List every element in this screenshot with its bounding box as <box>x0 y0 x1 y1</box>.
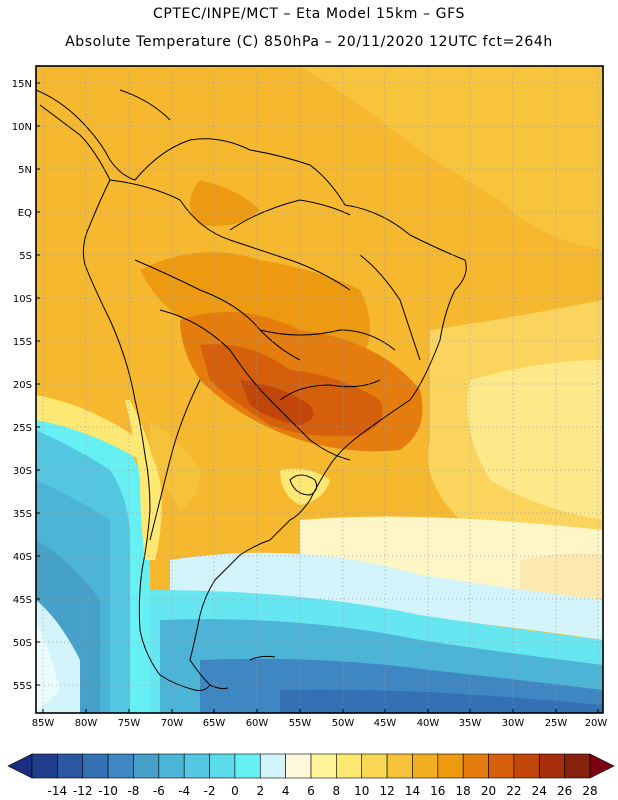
colorbar-label: -8 <box>127 784 139 798</box>
colorbar: -14 -12 -10 -8 -6 -4 -2 0 2 4 6 8 10 12 14 16 18 20 22 24 26… <box>7 753 615 798</box>
colorbar-swatch <box>412 753 439 779</box>
lat-label: 40S <box>13 552 32 563</box>
colorbar-label: -4 <box>178 784 190 798</box>
tick-marks <box>36 82 599 713</box>
colorbar-label: -2 <box>204 784 216 798</box>
lon-label: 55W <box>289 718 312 729</box>
lon-label: 25W <box>545 718 568 729</box>
colorbar-swatch <box>259 753 286 779</box>
colorbar-swatch <box>183 753 210 779</box>
colorbar-label: 16 <box>430 784 445 798</box>
colorbar-swatch <box>158 753 185 779</box>
lon-label: 65W <box>203 718 226 729</box>
lon-label: 60W <box>246 718 269 729</box>
lat-label: 25S <box>13 423 32 434</box>
colorbar-swatch <box>437 753 464 779</box>
colorbar-label: 14 <box>405 784 420 798</box>
colorbar-label: -14 <box>48 784 68 798</box>
lon-label: 40W <box>417 718 440 729</box>
colorbar-label: -12 <box>73 784 93 798</box>
lat-label: 10S <box>13 294 32 305</box>
colorbar-swatch <box>209 753 236 779</box>
colorbar-label: 18 <box>456 784 471 798</box>
lat-label: 30S <box>13 466 32 477</box>
colorbar-label: 8 <box>333 784 341 798</box>
colorbar-swatch <box>386 753 413 779</box>
colorbar-swatch <box>310 753 337 779</box>
colorbar-label: 10 <box>354 784 369 798</box>
colorbar-label: 2 <box>256 784 264 798</box>
coastline-borders <box>36 89 467 691</box>
colorbar-swatch <box>31 753 58 779</box>
graticule <box>36 66 603 713</box>
colorbar-swatch <box>488 753 515 779</box>
colorbar-swatch <box>57 753 84 779</box>
lon-label: 35W <box>459 718 482 729</box>
title-line-2: Absolute Temperature (C) 850hPa – 20/11/… <box>65 34 553 50</box>
colorbar-label: 4 <box>282 784 290 798</box>
latitude-labels: 15N 10N 5N EQ 5S 10S 15S 20S 25S 30S 35S… <box>12 79 32 692</box>
lon-label: 85W <box>32 718 55 729</box>
colorbar-swatch <box>285 753 312 779</box>
colorbar-swatch <box>462 753 489 779</box>
lat-label: 35S <box>13 509 32 520</box>
lon-label: 30W <box>502 718 525 729</box>
lat-label: 15N <box>12 79 32 90</box>
colorbar-label: 0 <box>231 784 239 798</box>
colorbar-label: 6 <box>307 784 315 798</box>
colorbar-label: 12 <box>379 784 394 798</box>
title-line-1: CPTEC/INPE/MCT – Eta Model 15km – GFS <box>152 6 466 22</box>
lat-label: EQ <box>18 208 32 219</box>
colorbar-swatch <box>513 753 540 779</box>
lat-label: 5N <box>18 165 32 176</box>
colorbar-swatch <box>107 753 134 779</box>
lat-label: 15S <box>13 337 32 348</box>
colorbar-swatch <box>361 753 388 779</box>
colorbar-label: -10 <box>98 784 118 798</box>
lon-label: 70W <box>161 718 184 729</box>
lat-label: 45S <box>13 595 32 606</box>
lat-label: 5S <box>19 251 32 262</box>
colorbar-swatch <box>133 753 160 779</box>
colorbar-swatch <box>82 753 109 779</box>
colorbar-swatch <box>336 753 363 779</box>
temperature-field <box>36 66 603 713</box>
lat-label: 50S <box>13 638 32 649</box>
lon-label: 50W <box>332 718 355 729</box>
colorbar-swatch <box>538 753 565 779</box>
colorbar-swatch <box>564 753 591 779</box>
colorbar-label: -6 <box>153 784 165 798</box>
colorbar-high-arrow <box>589 753 615 779</box>
colorbar-label: 28 <box>582 784 597 798</box>
lat-label: 20S <box>13 380 32 391</box>
lon-label: 80W <box>75 718 98 729</box>
longitude-labels: 85W 80W 75W 70W 65W 60W 55W 50W 45W 40W … <box>32 718 608 729</box>
colorbar-label: 26 <box>557 784 572 798</box>
map-frame <box>35 65 604 714</box>
colorbar-swatch <box>234 753 261 779</box>
lon-label: 45W <box>374 718 397 729</box>
colorbar-label: 20 <box>481 784 496 798</box>
lon-label: 20W <box>585 718 608 729</box>
colorbar-label: 24 <box>532 784 547 798</box>
colorbar-label: 22 <box>506 784 521 798</box>
lat-label: 55S <box>13 681 32 692</box>
lat-label: 10N <box>12 122 32 133</box>
colorbar-low-arrow <box>7 753 33 779</box>
lon-label: 75W <box>118 718 141 729</box>
